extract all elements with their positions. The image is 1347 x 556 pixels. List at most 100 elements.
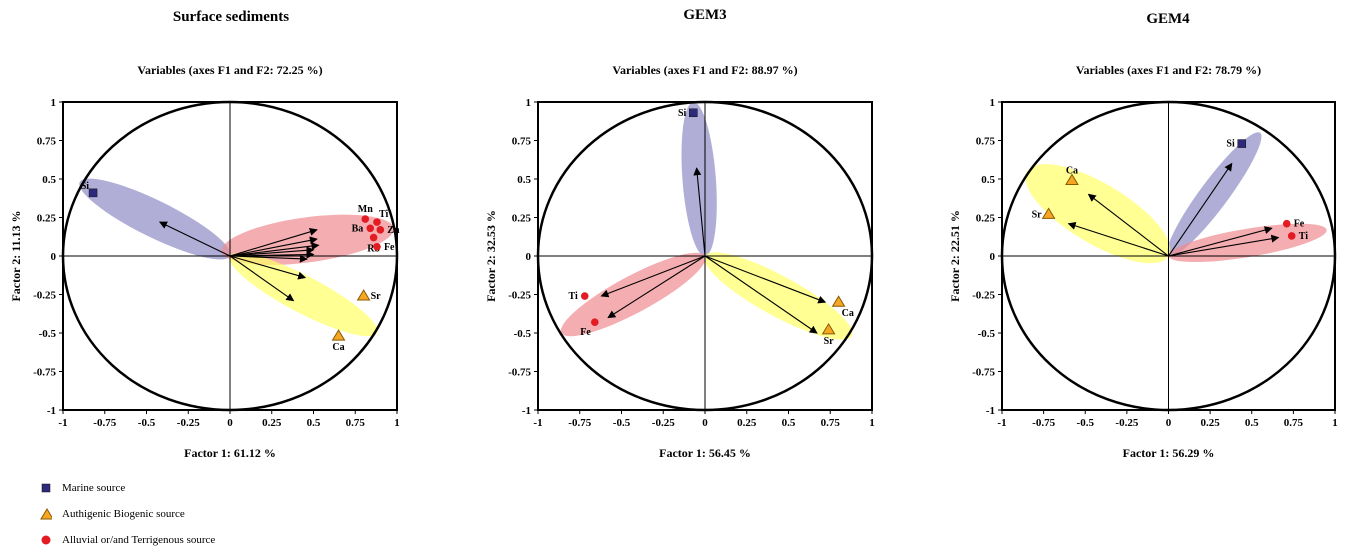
circle-marker-icon xyxy=(41,535,51,545)
point-ba xyxy=(366,224,375,233)
y-tick-label: -0.5 xyxy=(978,328,996,340)
x-tick-label: -0.75 xyxy=(568,417,591,429)
loading-arrow-mn xyxy=(229,228,318,257)
point-label-fe: Fe xyxy=(384,242,395,253)
pca-figure: Surface sediments Variables (axes F1 and … xyxy=(9,7,1338,460)
ellipse-yellow xyxy=(229,252,378,337)
loading-arrow-fe xyxy=(1168,226,1273,257)
loading-arrow-sr xyxy=(229,255,307,280)
x-tick-label: 0.5 xyxy=(307,417,321,429)
loading-arrow-sr xyxy=(704,255,818,334)
x-tick-label: 0 xyxy=(702,417,708,429)
y-tick-label: 0.75 xyxy=(512,136,532,148)
loading-arrow-ti xyxy=(229,236,318,257)
point-ti xyxy=(580,292,589,300)
chart-panel-1: Surface sediments Variables (axes F1 and … xyxy=(9,9,400,460)
x-tick-label: -0.5 xyxy=(613,417,631,429)
loading-arrow-ca xyxy=(704,255,827,304)
loading-arrow-fe xyxy=(607,255,706,319)
y-tick-label: -0.25 xyxy=(972,290,995,302)
x-tick-label: -0.5 xyxy=(1077,417,1095,429)
y-axis-title: Factor 2: 11.13 % xyxy=(9,210,23,301)
x-axis-title: Factor 1: 61.12 % xyxy=(184,446,276,460)
point-label-ca: Ca xyxy=(842,308,854,319)
y-tick-label: 0 xyxy=(51,251,57,263)
point-label-si: Si xyxy=(81,181,90,192)
point-label-ti: Ti xyxy=(568,291,577,302)
y-tick-label: 1 xyxy=(990,97,996,109)
point-si xyxy=(689,108,698,118)
y-axis-title: Factor 2: 32.53 % xyxy=(484,210,498,302)
y-tick-label: -0.75 xyxy=(972,367,995,379)
loading-arrow-ba xyxy=(229,246,315,257)
x-tick-label: 0.75 xyxy=(821,417,841,429)
chart-subtitle: Variables (axes F1 and F2: 88.97 %) xyxy=(612,63,797,77)
y-tick-label: -1 xyxy=(986,405,995,417)
x-tick-label: -0.5 xyxy=(138,417,156,429)
legend-label-marine: Marine source xyxy=(62,482,126,494)
y-tick-label: -1 xyxy=(47,405,56,417)
x-tick-label: -1 xyxy=(997,417,1006,429)
x-tick-label: -1 xyxy=(58,417,67,429)
y-tick-label: 0.25 xyxy=(976,213,996,225)
point-si xyxy=(1237,139,1247,148)
point-label-fe: Fe xyxy=(1294,219,1305,230)
ellipse-blue xyxy=(79,178,231,260)
ellipse-red xyxy=(560,252,706,337)
loading-arrow-zn xyxy=(229,242,320,257)
x-tick-label: 0.75 xyxy=(1284,417,1304,429)
y-tick-label: 1 xyxy=(526,97,532,109)
chart-subtitle: Variables (axes F1 and F2: 78.79 %) xyxy=(1076,63,1261,77)
y-tick-label: 0.25 xyxy=(37,213,57,225)
loading-arrow-si xyxy=(158,221,231,257)
point-label-ti: Ti xyxy=(379,209,388,220)
point-ca xyxy=(331,329,346,341)
point-fe xyxy=(373,242,381,251)
x-axis-title: Factor 1: 56.45 % xyxy=(659,446,751,460)
y-tick-label: 0 xyxy=(990,251,996,263)
x-tick-label: 1 xyxy=(394,417,400,429)
chart-title: GEM4 xyxy=(1146,11,1190,27)
legend-label-biogenic: Authigenic Biogenic source xyxy=(62,508,185,520)
loading-arrow-ca xyxy=(1087,193,1169,257)
point-label-zn: Zn xyxy=(387,225,400,236)
x-tick-label: 1 xyxy=(1332,417,1338,429)
point-fe xyxy=(590,318,599,327)
loading-arrow-ti xyxy=(1168,234,1280,257)
loading-arrow-fe xyxy=(229,254,308,263)
chart-panel-3: GEM4 Variables (axes F1 and F2: 78.79 %) -… xyxy=(948,11,1338,460)
point-label-sr: Sr xyxy=(371,291,382,302)
x-tick-label: 1 xyxy=(869,417,875,429)
triangle-marker-icon xyxy=(40,508,52,520)
point-label-ba: Ba xyxy=(352,223,364,234)
point-ti xyxy=(1287,232,1296,240)
x-tick-label: -1 xyxy=(533,417,542,429)
point-label-ca: Ca xyxy=(1066,166,1078,177)
point-ti xyxy=(373,218,381,226)
ellipse-red xyxy=(221,214,394,265)
y-tick-label: -0.25 xyxy=(508,290,531,302)
x-tick-label: -0.75 xyxy=(1032,417,1055,429)
point-label-sr: Sr xyxy=(824,336,835,347)
y-tick-label: 0 xyxy=(526,251,532,263)
point-label-si: Si xyxy=(678,108,687,119)
point-zn xyxy=(376,226,385,234)
point-mn xyxy=(361,215,370,223)
legend-label-terrigenous: Alluvial or/and Terrigenous source xyxy=(62,534,216,546)
y-tick-label: 0.75 xyxy=(37,136,57,148)
point-sr xyxy=(356,289,371,301)
x-tick-label: -0.25 xyxy=(652,417,675,429)
x-tick-label: 0.25 xyxy=(737,417,757,429)
y-tick-label: -0.5 xyxy=(514,328,532,340)
y-tick-label: 0.5 xyxy=(42,174,56,186)
y-tick-label: -0.25 xyxy=(33,290,56,302)
loading-arrow-rb xyxy=(229,250,315,259)
loading-arrow-sr xyxy=(1067,222,1169,257)
point-label-sr: Sr xyxy=(1032,209,1043,220)
y-tick-label: 1 xyxy=(51,97,57,109)
point-fe xyxy=(1282,219,1291,228)
point-label-rb: Rb xyxy=(367,244,380,255)
y-tick-label: 0.5 xyxy=(517,174,531,186)
x-axis-title: Factor 1: 56.29 % xyxy=(1123,446,1215,460)
x-tick-label: 0 xyxy=(1166,417,1172,429)
